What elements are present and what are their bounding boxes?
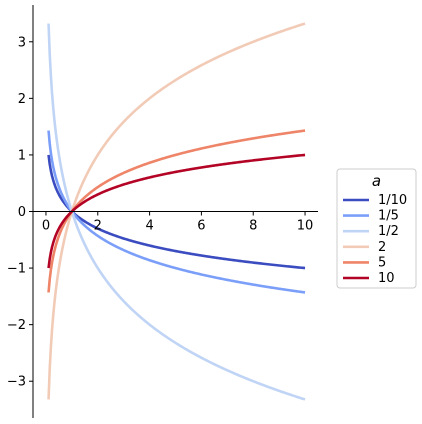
x-tick-label: 6 (197, 219, 205, 234)
x-axis-ticks: 0 2 4 6 8 10 (42, 211, 314, 234)
series-line-1-over-5 (47, 130, 306, 294)
y-tick-label: 2 (18, 92, 26, 107)
x-tick-label: 4 (145, 219, 153, 234)
series-line-10 (47, 153, 306, 269)
legend-label: 1/10 (378, 193, 407, 208)
legend-label: 1/5 (378, 209, 399, 224)
legend-title: a (372, 172, 381, 190)
y-axis-ticks: −3 −2 −1 0 1 2 3 (7, 35, 33, 390)
y-tick-label: 3 (18, 35, 26, 50)
x-tick-label: 10 (297, 219, 314, 234)
series-line-5 (47, 129, 306, 293)
legend-label: 1/2 (378, 224, 399, 239)
series-line-2 (47, 22, 306, 400)
series-layer (47, 22, 306, 401)
x-tick-label: 8 (249, 219, 257, 234)
plot-area: 0 2 4 6 8 10 −3 −2 −1 0 1 2 3 (7, 5, 318, 418)
y-tick-label: −3 (7, 375, 26, 390)
x-tick-label: 2 (94, 219, 102, 234)
legend-label: 10 (378, 271, 395, 286)
y-tick-label: 1 (18, 148, 26, 163)
series-line-1-over-2 (47, 23, 306, 401)
legend-label: 2 (378, 240, 386, 255)
y-tick-label: 0 (18, 205, 26, 220)
x-tick-label: 0 (42, 219, 50, 234)
y-tick-label: −1 (7, 262, 26, 277)
series-line-1-over-10 (47, 154, 306, 270)
legend-label: 5 (378, 255, 386, 270)
y-tick-label: −2 (7, 318, 26, 333)
